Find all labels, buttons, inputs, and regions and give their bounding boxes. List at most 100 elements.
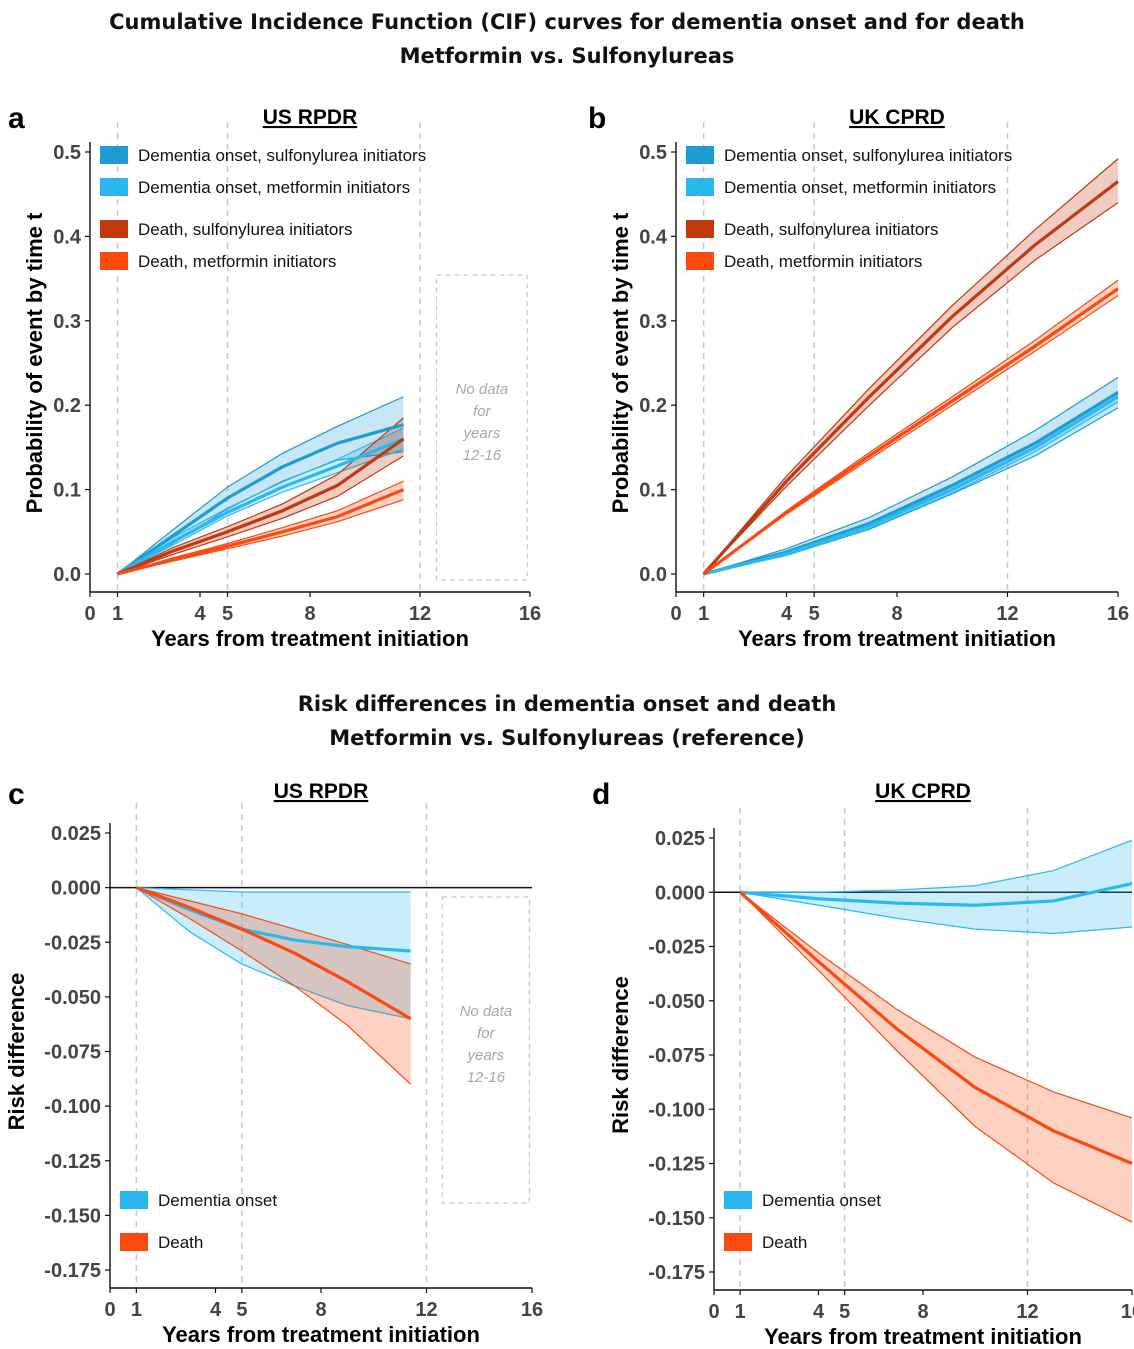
chart-panel-c: c US RPDR No data for years 12-16 0.025 0.000 -0… <box>4 778 543 1347</box>
x-tick-label: 16 <box>519 603 541 625</box>
no-data-label: No data <box>460 1003 513 1020</box>
no-data-label: for <box>473 403 492 420</box>
panel-letter: b <box>588 102 606 135</box>
ci-lower-series-1 <box>135 887 411 1020</box>
x-tick-label: 12 <box>415 1299 437 1321</box>
x-tick-label: 16 <box>521 1299 543 1321</box>
x-tick-label: 4 <box>194 603 206 625</box>
series-line-2 <box>116 437 405 576</box>
legend-swatch <box>120 1233 148 1251</box>
x-tick-label: 1 <box>698 603 709 625</box>
ci-lower-series-2 <box>739 891 1133 1223</box>
x-tick-label: 0 <box>708 1301 719 1323</box>
y-tick-label: 0.0 <box>639 564 667 586</box>
legend-swatch <box>120 1191 148 1209</box>
y-axis-label: Risk difference <box>608 976 633 1134</box>
ci-band-series-1 <box>117 396 404 574</box>
y-tick-label: -0.125 <box>648 1154 705 1176</box>
figure-title-line1: Cumulative Incidence Function (CIF) curv… <box>109 10 1025 34</box>
ci-lower-series-3 <box>703 202 1119 575</box>
y-axis-label: Risk difference <box>4 973 29 1131</box>
y-tick-label: 0.025 <box>51 823 101 845</box>
ci-upper-series-3 <box>703 158 1119 575</box>
panel-letter: c <box>8 778 25 811</box>
x-tick-label: 5 <box>236 1299 247 1321</box>
y-tick-label: -0.175 <box>648 1262 705 1284</box>
x-tick-label: 5 <box>809 603 820 625</box>
x-tick-label: 1 <box>735 1301 746 1323</box>
y-tick-label: -0.050 <box>44 987 101 1009</box>
x-axis-label: Years from treatment initiation <box>151 626 469 651</box>
x-axis-label: Years from treatment initiation <box>162 1322 480 1347</box>
series-line-3 <box>702 180 1119 576</box>
risk-diff-title-line1: Risk differences in dementia onset and d… <box>297 692 837 716</box>
y-tick-label: 0.3 <box>639 311 667 333</box>
legend-swatch <box>100 220 128 238</box>
x-tick-label: 16 <box>1121 1301 1134 1323</box>
legend-label: Dementia onset, metformin initiators <box>724 178 996 197</box>
series-line-4 <box>117 488 405 576</box>
series-line-3 <box>116 437 405 576</box>
x-tick-label: 8 <box>304 603 315 625</box>
legend-label: Dementia onset, metformin initiators <box>138 178 410 197</box>
panel-title: US RPDR <box>263 106 358 129</box>
y-tick-label: 0.4 <box>639 226 668 248</box>
y-tick-label: 0.1 <box>53 480 81 502</box>
y-tick-label: -0.125 <box>44 1151 101 1173</box>
y-tick-label: 0.000 <box>655 882 705 904</box>
series-line-1 <box>739 882 1133 907</box>
legend-swatch <box>100 178 128 196</box>
panel-title: UK CPRD <box>849 106 945 129</box>
y-axis-label: Probability of event by time t <box>608 212 633 513</box>
panel-title: US RPDR <box>274 780 369 803</box>
legend-swatch <box>686 252 714 270</box>
panel-letter: d <box>592 778 610 811</box>
ci-band-series-1 <box>740 840 1132 934</box>
legend-label: Death <box>762 1233 807 1252</box>
legend-label: Death, sulfonylurea initiators <box>138 220 353 239</box>
no-data-label: 12-16 <box>467 1069 506 1086</box>
y-tick-label: 0.0 <box>53 564 81 586</box>
x-tick-label: 8 <box>315 1299 326 1321</box>
y-tick-label: -0.025 <box>44 932 101 954</box>
y-tick-label: 0.2 <box>639 395 667 417</box>
x-tick-label: 8 <box>891 603 902 625</box>
ci-lower-series-2 <box>136 887 412 1085</box>
x-tick-label: 4 <box>813 1301 825 1323</box>
legend-swatch <box>686 220 714 238</box>
ci-upper-series-1 <box>703 376 1119 575</box>
y-tick-label: -0.175 <box>44 1260 101 1282</box>
chart-panel-d: d UK CPRD 0.025 0.000 -0.025 -0.050 -0.075 -0.1… <box>592 778 1134 1349</box>
y-tick-label: 0.3 <box>53 311 81 333</box>
x-tick-label: 1 <box>112 603 123 625</box>
ci-band-series-1 <box>136 887 411 1019</box>
y-tick-label: -0.025 <box>648 937 705 959</box>
y-tick-label: -0.150 <box>44 1205 101 1227</box>
series-line-2 <box>135 886 412 1021</box>
y-tick-label: -0.100 <box>44 1096 101 1118</box>
legend: Dementia onset Death <box>120 1191 277 1252</box>
ci-upper-series-1 <box>740 839 1133 893</box>
legend-swatch <box>686 146 714 164</box>
x-tick-label: 16 <box>1107 603 1129 625</box>
series-line-1 <box>116 423 404 576</box>
chart-panel-a: a US RPDR No data for years 12-16 0.0 0.1 0.2 0.3… <box>8 102 541 651</box>
legend: Dementia onset, sulfonylurea initiators D… <box>100 146 426 271</box>
legend-label: Dementia onset <box>762 1191 881 1210</box>
y-tick-label: -0.075 <box>44 1042 101 1064</box>
legend-label: Death <box>158 1233 203 1252</box>
x-tick-label: 1 <box>131 1299 142 1321</box>
ci-lower-series-1 <box>740 891 1133 935</box>
y-tick-label: 0.025 <box>655 828 705 850</box>
x-tick-label: 0 <box>84 603 95 625</box>
x-tick-label: 4 <box>781 603 793 625</box>
y-tick-label: -0.075 <box>648 1045 705 1067</box>
ci-upper-series-2 <box>739 891 1133 1119</box>
legend-label: Death, metformin initiators <box>724 252 922 271</box>
legend-swatch <box>100 252 128 270</box>
y-tick-label: 0.5 <box>53 142 81 164</box>
legend-label: Death, metformin initiators <box>138 252 336 271</box>
series-line-2 <box>703 395 1119 576</box>
no-data-label: No data <box>456 381 509 398</box>
